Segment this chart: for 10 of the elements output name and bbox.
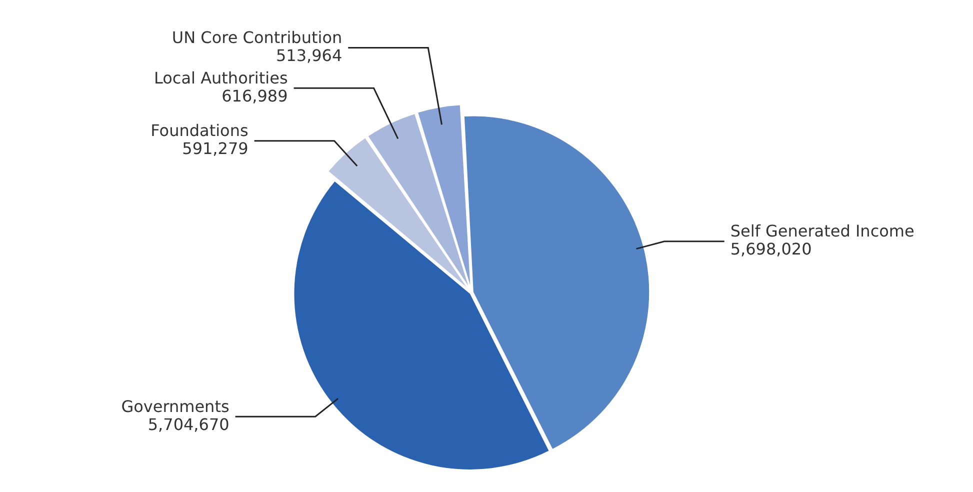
slice-label: UN Core Contribution [172, 28, 342, 47]
slice-label: Self Generated Income [730, 222, 914, 241]
slice-label: Local Authorities [154, 68, 288, 88]
data-label: 5,698,020 [730, 240, 812, 259]
data-label: 5,704,670 [148, 414, 230, 434]
data-label: 513,964 [276, 46, 342, 65]
data-label: 616,989 [222, 86, 288, 106]
slice-label: Governments [121, 396, 230, 416]
data-label: 591,279 [182, 138, 248, 158]
slice-label: Foundations [150, 120, 248, 140]
